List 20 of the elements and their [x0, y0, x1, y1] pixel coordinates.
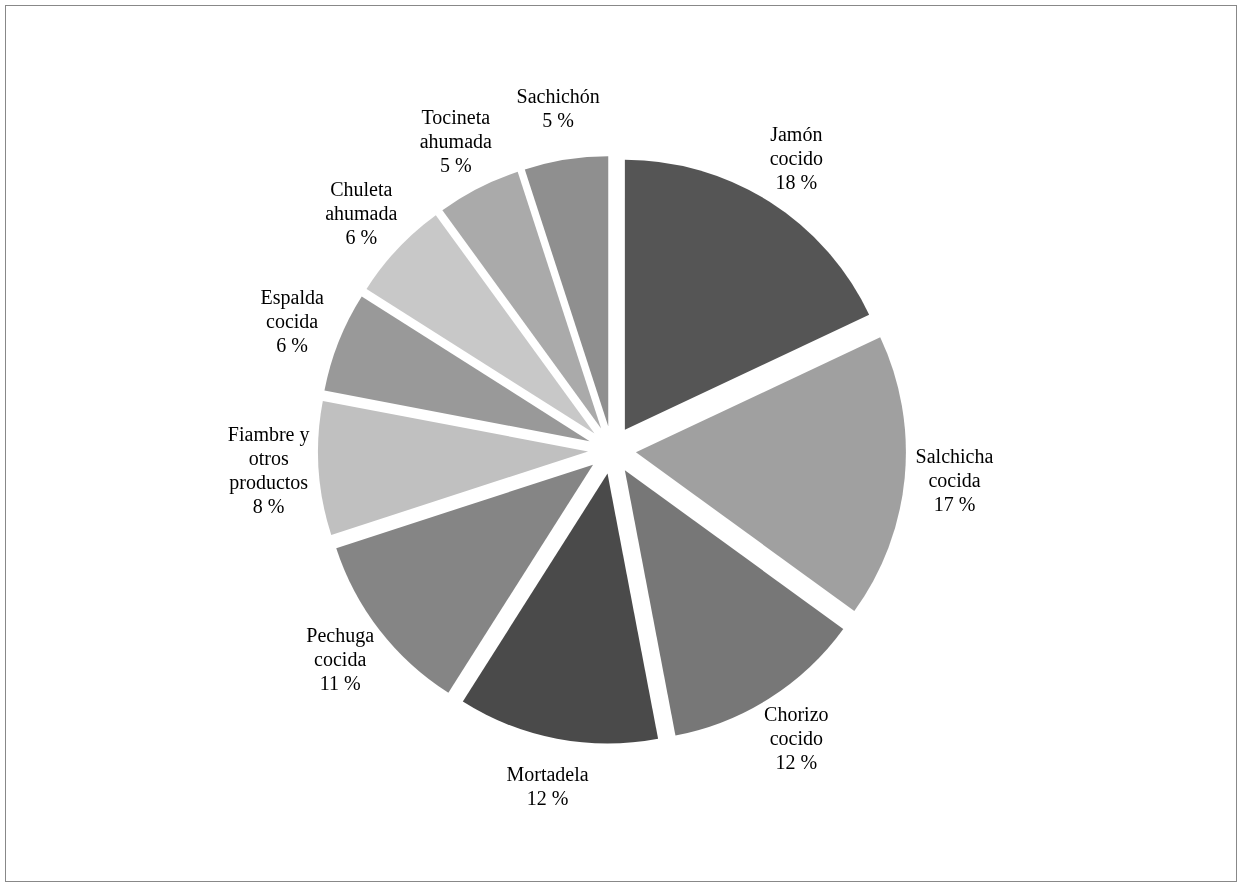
data-label: 6 %: [276, 333, 308, 356]
data-label: 12 %: [775, 751, 818, 774]
slice-label: Fiambre y otros productos: [227, 422, 310, 494]
data-label: 5 %: [439, 154, 472, 177]
data-label: 6 %: [345, 225, 378, 248]
data-label: 5 %: [542, 108, 575, 131]
slice-label: Tocineta ahumada: [419, 106, 493, 153]
slice-label: Sachichón: [516, 84, 600, 107]
slice-label: Chorizo cocido: [764, 703, 829, 750]
data-label: 8 %: [252, 494, 285, 517]
data-label: 18 %: [775, 170, 818, 193]
slice-label: Chuleta ahumada: [325, 177, 398, 224]
slice-label: Jamón cocido: [769, 122, 823, 169]
slice-label: Salchicha cocida: [915, 444, 994, 491]
data-label: 17 %: [933, 492, 976, 515]
slice-label: Pechuga cocida: [306, 623, 375, 670]
data-label: 11 %: [319, 671, 361, 694]
slice-label: Espalda cocida: [260, 285, 324, 332]
data-label: 12 %: [526, 786, 569, 809]
slice-label: Mortadela: [506, 762, 589, 785]
